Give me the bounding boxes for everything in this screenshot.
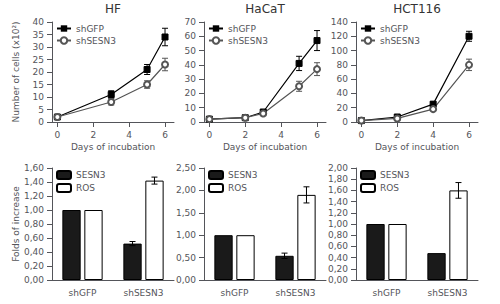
svg-text:6: 6 xyxy=(466,130,472,140)
svg-text:140: 140 xyxy=(331,17,348,27)
svg-text:0,00: 0,00 xyxy=(24,275,44,285)
svg-text:shGFP: shGFP xyxy=(228,24,257,34)
svg-text:6: 6 xyxy=(162,130,168,140)
svg-text:6: 6 xyxy=(314,130,320,140)
svg-text:0,50: 0,50 xyxy=(176,253,196,263)
svg-text:1,60: 1,60 xyxy=(328,185,348,195)
svg-text:HCT116: HCT116 xyxy=(393,2,441,16)
svg-text:Number of cells (x10²): Number of cells (x10²) xyxy=(11,22,21,123)
svg-text:2: 2 xyxy=(90,130,96,140)
svg-text:120: 120 xyxy=(331,31,348,41)
svg-text:0,60: 0,60 xyxy=(328,241,348,251)
svg-text:5: 5 xyxy=(38,105,44,115)
svg-text:0: 0 xyxy=(207,130,213,140)
svg-text:2,00: 2,00 xyxy=(328,163,348,173)
svg-text:shSESN3: shSESN3 xyxy=(124,288,164,298)
svg-text:1,60: 1,60 xyxy=(24,163,44,173)
svg-text:shGFP: shGFP xyxy=(380,24,409,34)
svg-text:0: 0 xyxy=(359,130,365,140)
svg-text:2,00: 2,00 xyxy=(176,185,196,195)
svg-text:SESN3: SESN3 xyxy=(76,170,106,180)
svg-text:0,80: 0,80 xyxy=(328,230,348,240)
svg-text:ROS: ROS xyxy=(380,183,399,193)
svg-text:ROS: ROS xyxy=(228,183,247,193)
svg-text:1,40: 1,40 xyxy=(24,177,44,187)
svg-text:30: 30 xyxy=(185,74,197,84)
svg-text:0: 0 xyxy=(55,130,61,140)
svg-text:shGFP: shGFP xyxy=(373,288,402,298)
svg-text:25: 25 xyxy=(33,55,44,65)
svg-text:0,80: 0,80 xyxy=(24,219,44,229)
svg-text:30: 30 xyxy=(33,42,45,52)
svg-text:0,40: 0,40 xyxy=(24,247,44,257)
svg-text:20: 20 xyxy=(337,103,349,113)
svg-text:Folds of increase: Folds of increase xyxy=(11,186,21,262)
svg-text:40: 40 xyxy=(185,60,197,70)
svg-text:shGFP: shGFP xyxy=(76,24,105,34)
svg-text:1,00: 1,00 xyxy=(176,230,196,240)
svg-text:shSESN3: shSESN3 xyxy=(76,36,116,46)
svg-text:1,80: 1,80 xyxy=(328,174,348,184)
svg-text:10: 10 xyxy=(185,103,197,113)
svg-text:1,00: 1,00 xyxy=(328,219,348,229)
svg-text:10: 10 xyxy=(33,92,45,102)
svg-text:0: 0 xyxy=(190,117,196,127)
svg-text:4: 4 xyxy=(126,130,132,140)
svg-text:4: 4 xyxy=(278,130,284,140)
svg-text:shGFP: shGFP xyxy=(221,288,250,298)
svg-text:2: 2 xyxy=(394,130,400,140)
svg-text:Days of incubation: Days of incubation xyxy=(375,142,459,152)
svg-text:80: 80 xyxy=(337,60,349,70)
svg-text:1,50: 1,50 xyxy=(176,208,196,218)
svg-text:2: 2 xyxy=(242,130,248,140)
svg-text:1,40: 1,40 xyxy=(328,197,348,207)
svg-text:SESN3: SESN3 xyxy=(228,170,258,180)
svg-text:Days of incubation: Days of incubation xyxy=(71,142,155,152)
svg-text:shGFP: shGFP xyxy=(69,288,98,298)
svg-text:0,40: 0,40 xyxy=(328,253,348,263)
svg-text:60: 60 xyxy=(337,74,349,84)
svg-text:15: 15 xyxy=(33,80,44,90)
svg-text:shSESN3: shSESN3 xyxy=(228,36,268,46)
svg-text:1,20: 1,20 xyxy=(328,208,348,218)
svg-text:50: 50 xyxy=(185,46,197,56)
svg-text:HF: HF xyxy=(105,2,121,16)
svg-text:40: 40 xyxy=(337,88,349,98)
svg-text:shSESN3: shSESN3 xyxy=(380,36,420,46)
svg-text:70: 70 xyxy=(185,17,197,27)
svg-text:0: 0 xyxy=(342,117,348,127)
svg-text:1,20: 1,20 xyxy=(24,191,44,201)
svg-text:0,20: 0,20 xyxy=(24,261,44,271)
svg-text:shSESN3: shSESN3 xyxy=(428,288,468,298)
svg-text:100: 100 xyxy=(331,46,348,56)
svg-text:20: 20 xyxy=(33,67,45,77)
svg-text:4: 4 xyxy=(430,130,436,140)
svg-text:Days of incubation: Days of incubation xyxy=(223,142,307,152)
svg-text:0,00: 0,00 xyxy=(176,275,196,285)
svg-text:40: 40 xyxy=(33,17,45,27)
svg-text:HaCaT: HaCaT xyxy=(245,2,285,16)
svg-text:shSESN3: shSESN3 xyxy=(276,288,316,298)
svg-text:1,00: 1,00 xyxy=(24,205,44,215)
svg-text:20: 20 xyxy=(185,88,197,98)
svg-text:0,20: 0,20 xyxy=(328,264,348,274)
svg-text:2,50: 2,50 xyxy=(176,163,196,173)
svg-text:0,00: 0,00 xyxy=(328,275,348,285)
svg-text:60: 60 xyxy=(185,31,197,41)
svg-text:0: 0 xyxy=(38,117,44,127)
svg-text:0,60: 0,60 xyxy=(24,233,44,243)
svg-text:35: 35 xyxy=(33,30,44,40)
svg-text:SESN3: SESN3 xyxy=(380,170,410,180)
svg-text:ROS: ROS xyxy=(76,183,95,193)
